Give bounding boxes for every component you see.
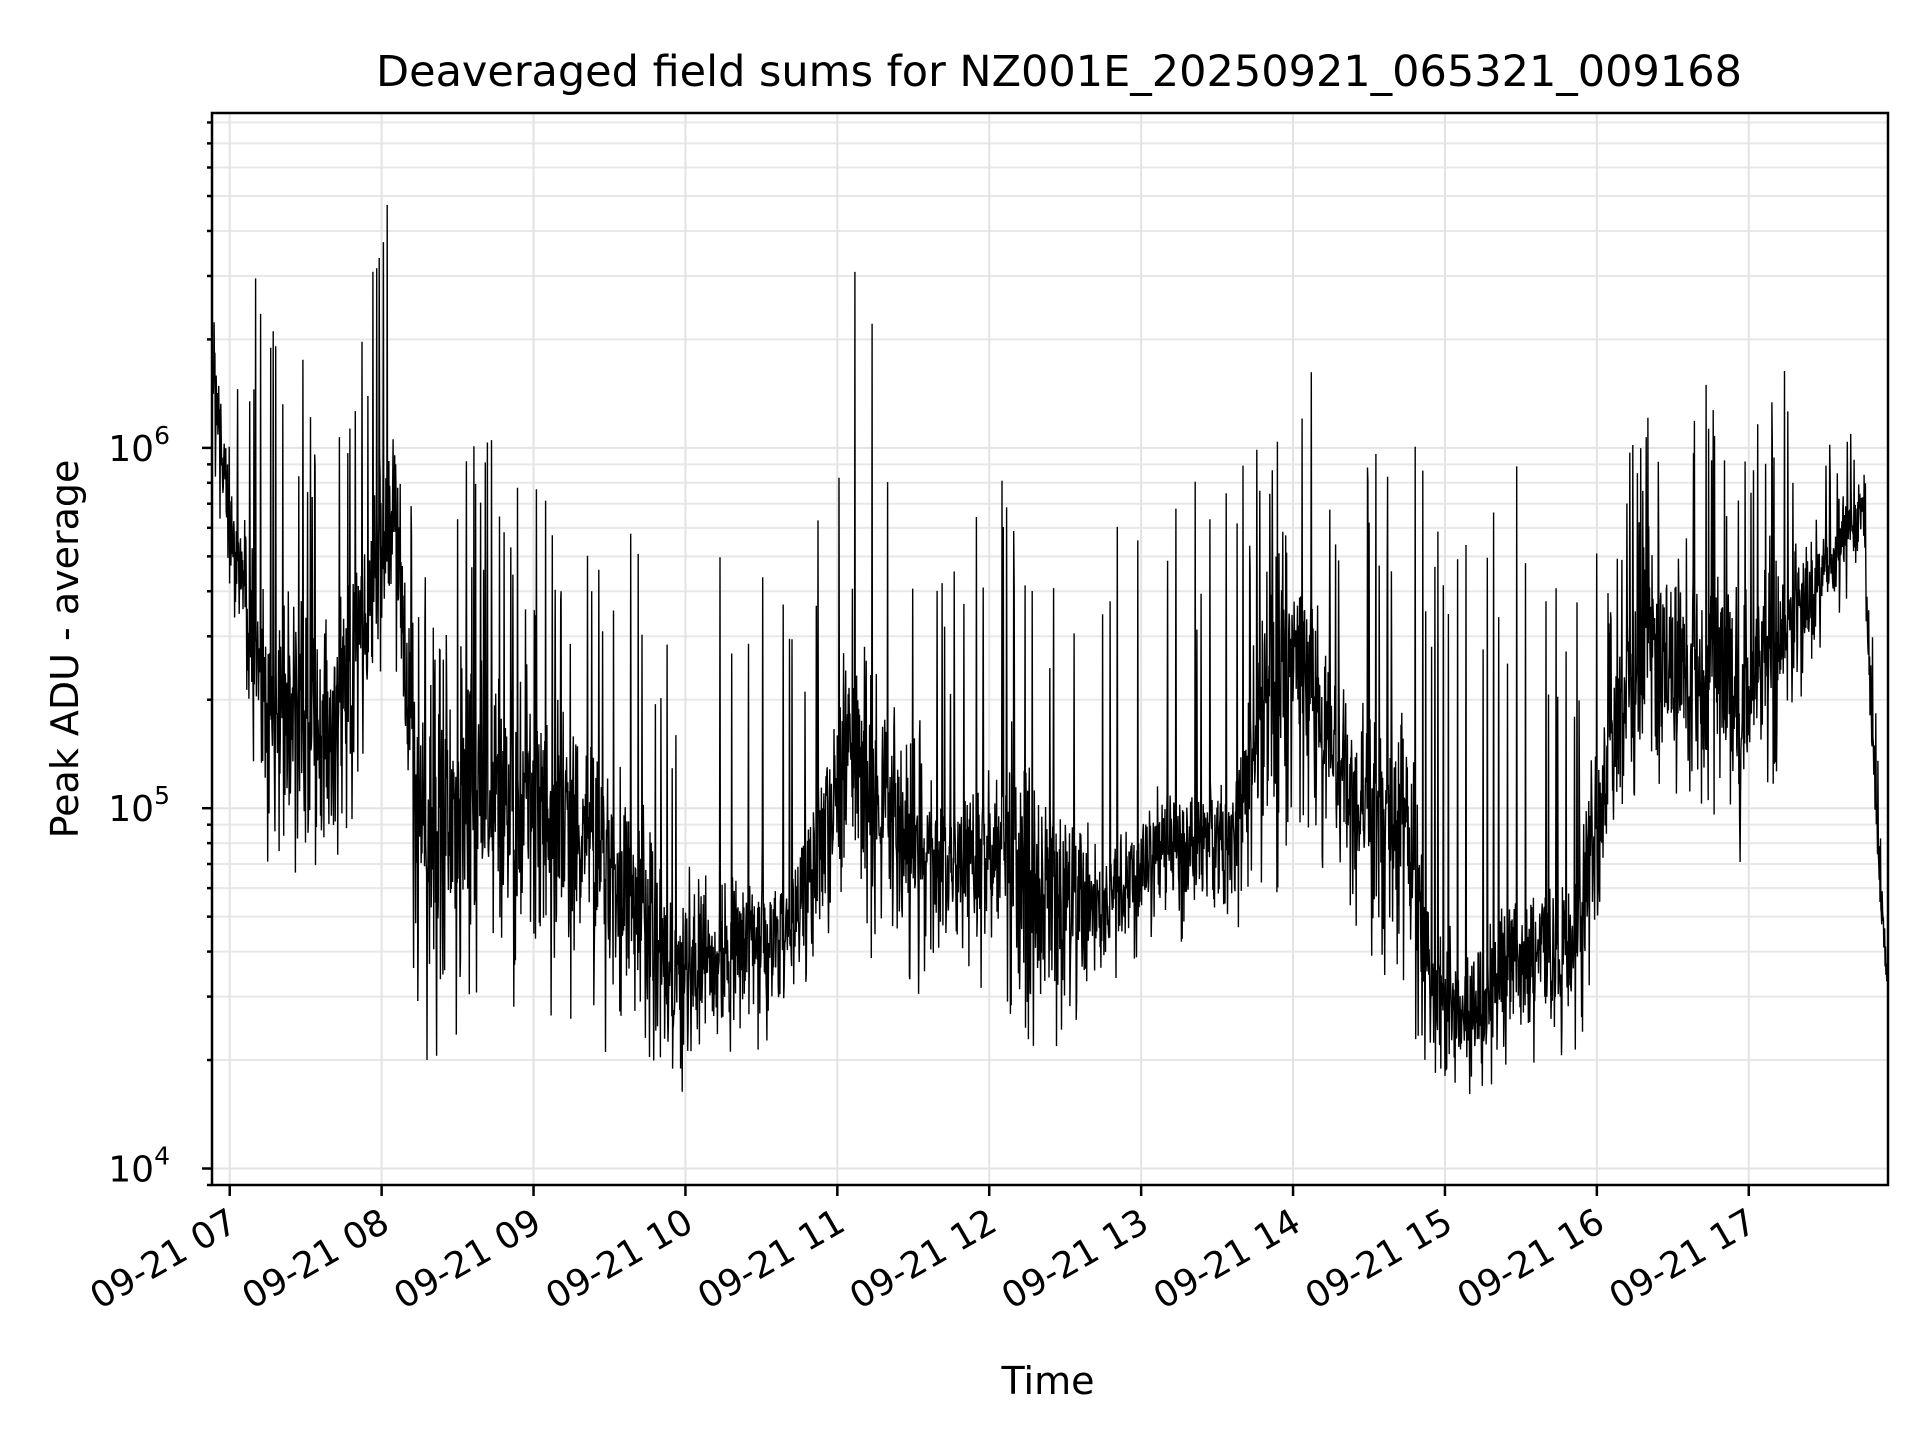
x-tick-label: 09-21 17 [1603,1201,1764,1317]
x-tick-label: 09-21 14 [1147,1201,1308,1317]
x-tick-label: 09-21 10 [539,1201,700,1317]
x-tick-label: 09-21 15 [1299,1201,1460,1317]
y-tick-label: 104 [108,1142,170,1191]
series-line [211,204,1889,1095]
x-tick-label: 09-21 09 [387,1201,548,1317]
y-axis: 104 105 106 [108,121,212,1191]
chart-title: Deaveraged field sums for NZ001E_2025092… [376,47,1742,97]
plot-area [211,204,1889,1095]
y-axis-label: Peak ADU - average [43,460,87,839]
x-tick-label: 09-21 08 [235,1201,396,1317]
x-tick-label: 09-21 13 [995,1201,1156,1317]
x-tick-label: 09-21 07 [84,1201,245,1317]
x-tick-label: 09-21 16 [1451,1201,1612,1317]
plot-frame [210,111,1890,1187]
x-tick-label: 09-21 12 [843,1201,1004,1317]
y-tick-label: 106 [108,421,170,470]
x-tick-label: 09-21 11 [691,1201,852,1317]
x-axis-label: Time [1001,1359,1095,1403]
y-tick-label: 105 [108,781,170,830]
